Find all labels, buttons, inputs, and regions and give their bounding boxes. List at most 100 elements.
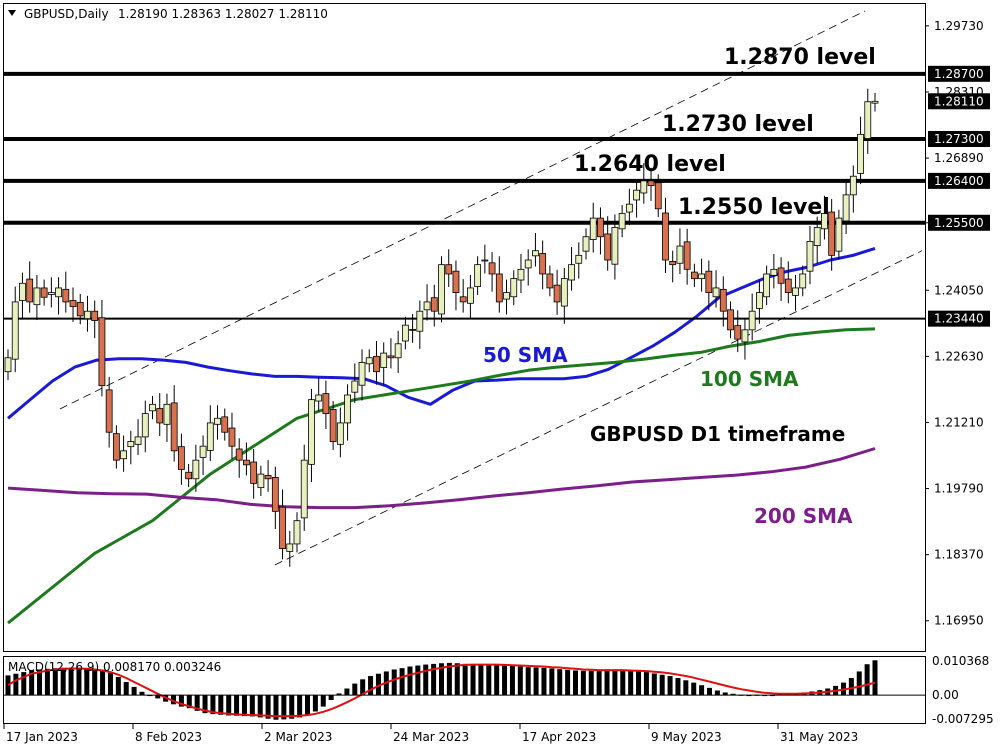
- macd-histogram-bar: [100, 670, 106, 696]
- bullish-candle: [835, 217, 843, 252]
- sma200-line: [7, 447, 876, 510]
- price-tick-label: 1.24050: [934, 283, 984, 297]
- bullish-candle: [821, 213, 828, 230]
- macd-histogram-bar: [391, 669, 397, 696]
- macd-histogram-bar: [675, 678, 681, 696]
- bullish-candle: [55, 287, 62, 298]
- bullish-candle: [300, 459, 308, 519]
- bullish-candle: [524, 259, 532, 269]
- macd-histogram-bar: [478, 664, 484, 696]
- macd-histogram-bar: [123, 681, 129, 696]
- bearish-candle: [387, 355, 395, 359]
- bullish-candle: [47, 292, 55, 295]
- sma100-line: [7, 327, 876, 625]
- collapse-arrow-icon[interactable]: [8, 10, 16, 16]
- macd-histogram-bar: [502, 665, 508, 696]
- level-price-tag-text: 1.26400: [934, 174, 984, 188]
- macd-histogram-bar: [651, 673, 657, 696]
- bullish-candle: [481, 259, 489, 262]
- sma200-label: 200 SMA: [754, 504, 853, 528]
- bearish-candle: [373, 355, 380, 373]
- macd-header: MACD(12,26,9) 0.008170 0.003246: [8, 660, 221, 674]
- channel-lines: [59, 10, 923, 566]
- bearish-candle: [546, 273, 554, 289]
- macd-histogram-bar: [352, 683, 358, 696]
- price-tick-label: 1.18370: [934, 548, 984, 562]
- bullish-candle: [163, 403, 171, 425]
- macd-histogram-bar: [572, 670, 578, 696]
- macd-histogram-bar: [454, 663, 460, 696]
- bullish-candle: [394, 343, 402, 359]
- bearish-candle: [662, 212, 669, 261]
- macd-histogram-bar: [265, 695, 271, 719]
- macd-histogram-bar: [5, 675, 11, 696]
- macd-histogram-bar: [620, 670, 626, 696]
- bearish-candle: [279, 506, 286, 549]
- level-price-tag-text: 1.23440: [934, 312, 984, 326]
- bullish-candle: [510, 278, 518, 298]
- bullish-candle: [344, 394, 351, 424]
- bearish-candle: [430, 297, 438, 312]
- price-tick-label: 1.16950: [934, 614, 984, 628]
- time-tick-label: 24 Mar 2023: [393, 730, 469, 744]
- macd-histogram-bar: [115, 677, 121, 696]
- macd-histogram-bar: [864, 664, 870, 696]
- time-tick-label: 2 Mar 2023: [264, 730, 332, 744]
- bearish-candle: [185, 471, 193, 480]
- bullish-candle: [214, 417, 221, 425]
- macd-histogram-bar: [848, 678, 854, 696]
- bullish-candle: [336, 422, 344, 445]
- bearish-candle: [98, 317, 106, 387]
- macd-histogram-bar: [533, 667, 539, 696]
- macd-histogram-bar: [52, 668, 58, 696]
- bullish-candle: [365, 357, 373, 365]
- macd-histogram-bar: [44, 668, 50, 696]
- level-price-tag: [928, 130, 990, 147]
- bullish-candle: [568, 264, 575, 281]
- macd-histogram-bar: [37, 669, 43, 696]
- price-axis: 1.297301.283101.268901.255001.240501.226…: [925, 19, 990, 628]
- horizontal-levels: [4, 71, 925, 320]
- bullish-candle: [640, 180, 648, 194]
- macd-histogram-bar: [541, 667, 547, 696]
- bullish-candle: [466, 287, 474, 304]
- bullish-candle: [676, 245, 684, 264]
- macd-histogram-bar: [21, 672, 27, 696]
- bullish-candle: [401, 324, 409, 342]
- bullish-candle: [4, 357, 12, 373]
- channel-lower-line: [274, 250, 923, 566]
- price-tick-label: 1.21210: [934, 415, 984, 429]
- macd-histogram-bar: [431, 663, 437, 696]
- macd-histogram-bar: [872, 660, 878, 696]
- macd-histogram-bar: [289, 695, 295, 719]
- macd-histogram-bar: [494, 665, 500, 696]
- macd-histogram-bar: [218, 695, 224, 715]
- bullish-candle: [474, 264, 482, 287]
- macd-histogram-bar: [557, 669, 563, 696]
- bearish-candle: [734, 325, 742, 340]
- macd-histogram-bar: [399, 668, 405, 696]
- bearish-candle: [539, 253, 547, 275]
- bullish-candle: [849, 175, 857, 196]
- macd-histogram-bar: [470, 664, 476, 696]
- macd-histogram-bar: [517, 666, 523, 696]
- bearish-candle: [683, 241, 691, 270]
- macd-histogram-bar: [241, 695, 247, 717]
- macd-histogram-bar: [13, 673, 19, 696]
- bullish-candle: [864, 101, 872, 139]
- macd-histogram-bar: [691, 682, 697, 696]
- bearish-candle: [40, 287, 48, 298]
- bearish-candle: [221, 416, 229, 433]
- macd-histogram-bar: [202, 695, 208, 714]
- bullish-candle: [192, 459, 200, 480]
- macd-histogram-bar: [60, 667, 66, 696]
- level-price-tag-text: 1.25500: [934, 216, 984, 230]
- bearish-candle: [719, 288, 727, 312]
- bearish-candle: [105, 389, 113, 433]
- main-panel-frame: [3, 3, 926, 652]
- macd-tick-label: 0.00: [932, 688, 959, 702]
- bearish-candle: [495, 273, 503, 303]
- bearish-candle: [228, 427, 236, 447]
- macd-histogram-bar: [297, 695, 303, 718]
- bearish-candle: [828, 211, 836, 256]
